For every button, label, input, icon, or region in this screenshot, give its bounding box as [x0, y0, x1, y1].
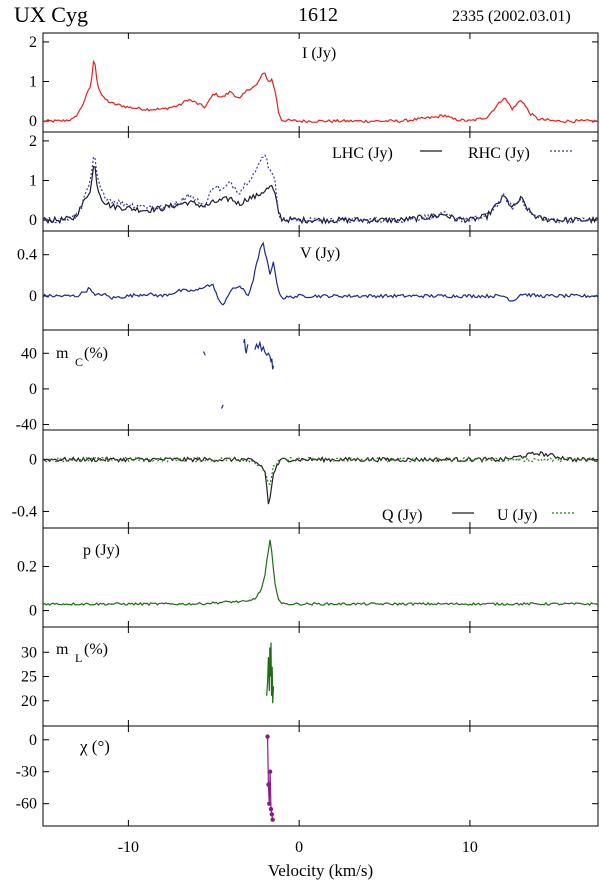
y-tick-label: -40 [16, 417, 37, 434]
panel-label: (%) [84, 641, 108, 658]
panel-label: m [56, 345, 69, 362]
series-p [43, 539, 598, 607]
panel-frame [42, 626, 599, 727]
x-tick-label: 0 [295, 839, 303, 856]
panel-label: (%) [84, 345, 108, 362]
y-tick-label: 0 [29, 603, 37, 620]
y-tick-label: 30 [21, 644, 37, 661]
series-U [43, 456, 598, 486]
line-frequency: 1612 [298, 4, 338, 26]
panel-label: V (Jy) [300, 245, 340, 262]
series-mC_4 [254, 340, 275, 370]
x-axis-label: Velocity (km/s) [268, 861, 373, 880]
y-tick-label: 2 [29, 133, 37, 150]
series-RHC [43, 154, 598, 225]
y-tick-label: 1 [29, 74, 37, 91]
y-tick-label: 0.2 [17, 558, 37, 575]
panel-frame [42, 527, 599, 628]
y-tick-label: 0 [29, 212, 37, 229]
y-tick-label: 1 [29, 173, 37, 190]
point-chi [265, 734, 270, 739]
y-tick-label: 2 [29, 34, 37, 51]
series-mC_3 [243, 338, 249, 354]
panel-frame [42, 725, 599, 827]
y-tick-label: 25 [21, 669, 37, 686]
panel-LR: 0 1 2 LHC (Jy) RHC (Jy) [29, 131, 599, 232]
panel-label: RHC (Jy) [468, 145, 530, 162]
series-mL [266, 642, 275, 704]
y-tick-label: -30 [16, 764, 37, 781]
panel-label: LHC (Jy) [332, 145, 393, 162]
panel-label: Q (Jy) [382, 507, 422, 524]
point-chi [269, 812, 275, 817]
series-mC_2 [220, 404, 224, 409]
y-tick-label: 0 [29, 381, 37, 398]
point-chi [266, 782, 271, 787]
panel-QU: -0.4 0 Q (Jy) U (Jy) [12, 429, 599, 529]
y-tick-label: 0 [29, 732, 37, 749]
y-tick-label: 20 [21, 693, 37, 710]
panel-mL: 20 25 30 m L (%) [21, 626, 599, 727]
y-tick-label: 40 [21, 345, 37, 362]
panel-I: 0 1 2 I (Jy) [29, 32, 599, 133]
panel-label: C [75, 355, 83, 369]
y-tick-label: 0 [29, 288, 37, 305]
panel-mC: -40 0 40 m C (%) [16, 329, 599, 434]
panel-label: χ (°) [79, 737, 110, 756]
point-chi [267, 801, 272, 806]
source-name: UX Cyg [14, 2, 88, 27]
point-chi [267, 769, 273, 774]
series-V [43, 241, 598, 306]
y-tick-label: 0 [29, 113, 37, 130]
y-tick-label: -0.4 [12, 503, 37, 520]
panel-chi: -60 -30 0 χ (°) [16, 725, 599, 827]
series-LHC [43, 165, 598, 225]
x-tick-label: 10 [462, 839, 478, 856]
panel-p: 0 0.2 p (Jy) [17, 527, 599, 628]
x-tick-label: -10 [118, 839, 139, 856]
y-tick-label: 0.4 [17, 247, 37, 264]
series-I [43, 59, 598, 124]
y-tick-label: -60 [16, 796, 37, 813]
epoch-label: 2335 (2002.03.01) [452, 8, 571, 25]
panel-label: p (Jy) [83, 542, 120, 559]
panel-label: m [56, 641, 69, 658]
point-chi [270, 817, 275, 822]
panel-label: I (Jy) [302, 45, 336, 62]
series-mC_1 [202, 351, 206, 356]
y-tick-label: 0 [29, 452, 37, 469]
point-chi [268, 806, 274, 812]
series-Q [43, 450, 598, 505]
panel-frame [42, 329, 599, 431]
panel-label: U (Jy) [497, 507, 537, 524]
panel-V: 0 0.4 V (Jy) [17, 230, 599, 331]
panel-label: L [75, 651, 82, 665]
